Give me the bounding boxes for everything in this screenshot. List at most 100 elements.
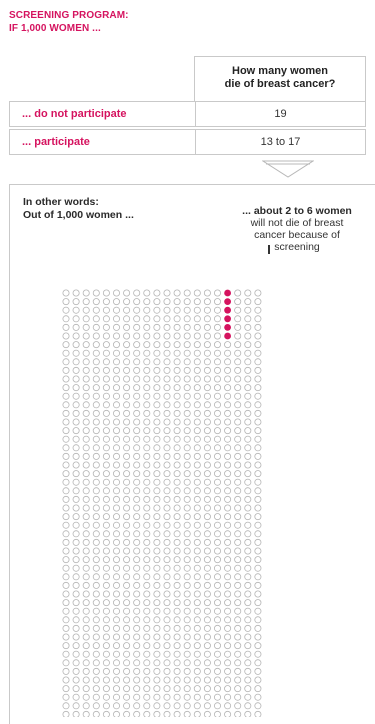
woman-dot — [224, 599, 232, 607]
woman-dot — [123, 444, 131, 452]
woman-dot — [193, 306, 201, 314]
woman-dot — [183, 315, 191, 323]
woman-dot — [244, 461, 252, 469]
woman-dot — [203, 676, 211, 684]
woman-dot — [213, 298, 221, 306]
woman-dot — [234, 616, 242, 624]
woman-dot — [173, 710, 181, 717]
woman-dot — [254, 349, 262, 357]
woman-dot — [254, 521, 262, 529]
woman-dot — [234, 470, 242, 478]
woman-dot — [62, 323, 70, 331]
woman-dot — [62, 667, 70, 675]
woman-dot — [113, 461, 121, 469]
woman-dot — [72, 530, 80, 538]
woman-dot — [173, 702, 181, 710]
woman-dot — [133, 624, 141, 632]
woman-dot — [244, 547, 252, 555]
woman-dot — [113, 616, 121, 624]
woman-dot — [62, 685, 70, 693]
woman-dot — [224, 427, 232, 435]
woman-dot — [92, 418, 100, 426]
woman-dot — [254, 298, 262, 306]
woman-dot — [193, 384, 201, 392]
woman-dot — [193, 375, 201, 383]
woman-dot — [153, 392, 161, 400]
woman-dot — [244, 659, 252, 667]
woman-dot — [254, 547, 262, 555]
woman-dot — [123, 702, 131, 710]
woman-dot — [224, 409, 232, 417]
annotation-pointer — [268, 245, 270, 254]
woman-dot — [133, 667, 141, 675]
woman-dot — [224, 461, 232, 469]
woman-dot — [153, 470, 161, 478]
woman-dot — [254, 418, 262, 426]
woman-dot — [72, 667, 80, 675]
woman-dot — [173, 478, 181, 486]
woman-dot — [153, 306, 161, 314]
woman-dot — [62, 289, 70, 297]
column-header-line-1: How many women — [232, 65, 328, 77]
woman-dot — [143, 452, 151, 460]
woman-dot — [143, 298, 151, 306]
woman-dot — [213, 427, 221, 435]
woman-dot — [123, 289, 131, 297]
woman-dot — [224, 607, 232, 615]
woman-dot — [244, 702, 252, 710]
woman-dot — [143, 435, 151, 443]
woman-dot — [203, 487, 211, 495]
woman-dot — [244, 478, 252, 486]
woman-dot — [62, 478, 70, 486]
woman-dot — [82, 478, 90, 486]
woman-dot — [102, 702, 110, 710]
woman-dot — [203, 599, 211, 607]
woman-dot — [213, 564, 221, 572]
woman-dot — [113, 332, 121, 340]
woman-dot — [92, 616, 100, 624]
woman-dot — [143, 607, 151, 615]
woman-dot — [203, 667, 211, 675]
woman-dot — [143, 667, 151, 675]
woman-dot — [163, 418, 171, 426]
woman-dot — [213, 530, 221, 538]
woman-dot — [193, 590, 201, 598]
woman-dot — [102, 392, 110, 400]
woman-dot — [203, 685, 211, 693]
woman-dot — [113, 607, 121, 615]
woman-dot — [153, 667, 161, 675]
woman-dot — [72, 581, 80, 589]
column-header-text: How many women die of breast cancer? — [195, 65, 365, 91]
woman-dot — [82, 495, 90, 503]
woman-dot — [244, 693, 252, 701]
woman-dot — [113, 487, 121, 495]
woman-dot — [72, 642, 80, 650]
woman-dot — [92, 341, 100, 349]
woman-dot — [153, 521, 161, 529]
woman-dot — [224, 349, 232, 357]
woman-dot — [244, 573, 252, 581]
woman-dot — [123, 667, 131, 675]
woman-dot — [113, 298, 121, 306]
woman-dot — [173, 366, 181, 374]
woman-dot — [153, 564, 161, 572]
woman-dot — [133, 650, 141, 658]
woman-dot — [173, 676, 181, 684]
woman-dot — [113, 581, 121, 589]
woman-dot — [62, 530, 70, 538]
woman-dot — [72, 401, 80, 409]
woman-dot — [224, 478, 232, 486]
woman-dot — [72, 590, 80, 598]
woman-dot — [92, 504, 100, 512]
woman-dot — [123, 616, 131, 624]
woman-dot — [143, 530, 151, 538]
woman-dot — [234, 599, 242, 607]
woman-dot — [113, 633, 121, 641]
woman-dot — [234, 556, 242, 564]
woman-dot — [133, 676, 141, 684]
woman-dot — [163, 358, 171, 366]
woman-dot — [213, 289, 221, 297]
woman-dot — [62, 538, 70, 546]
woman-dot — [193, 659, 201, 667]
woman-dot — [254, 435, 262, 443]
